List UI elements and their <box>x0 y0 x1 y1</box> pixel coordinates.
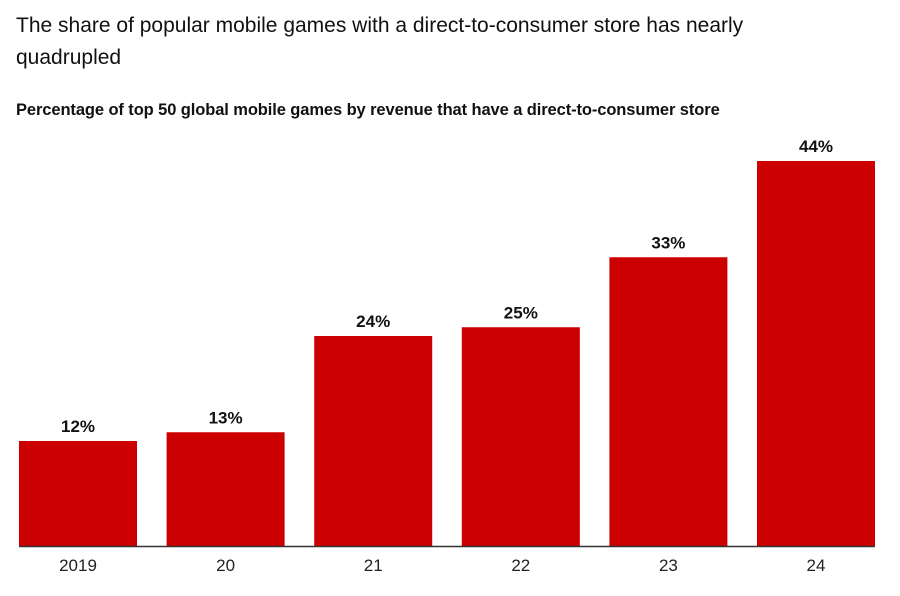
data-label: 44% <box>799 137 833 156</box>
data-label: 24% <box>356 312 390 331</box>
data-label: 25% <box>504 303 538 322</box>
x-tick-label: 22 <box>511 556 530 575</box>
data-label: 13% <box>209 408 243 427</box>
bar <box>19 441 137 546</box>
x-tick-label: 21 <box>364 556 383 575</box>
bar <box>757 161 875 546</box>
bar <box>314 336 433 546</box>
x-tick-label: 20 <box>216 556 235 575</box>
x-tick-label: 23 <box>659 556 678 575</box>
chart-title: Percentage of top 50 global mobile games… <box>16 101 720 119</box>
bar <box>609 257 728 546</box>
bar <box>461 327 580 546</box>
x-tick-label: 2019 <box>59 556 97 575</box>
headline: The share of popular mobile games with a… <box>16 14 744 69</box>
data-label: 33% <box>651 233 685 252</box>
data-label: 12% <box>61 417 95 436</box>
x-tick-label: 24 <box>807 556 826 575</box>
bar <box>166 432 285 546</box>
